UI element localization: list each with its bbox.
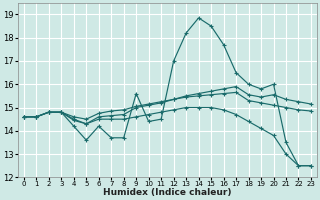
X-axis label: Humidex (Indice chaleur): Humidex (Indice chaleur) — [103, 188, 232, 197]
